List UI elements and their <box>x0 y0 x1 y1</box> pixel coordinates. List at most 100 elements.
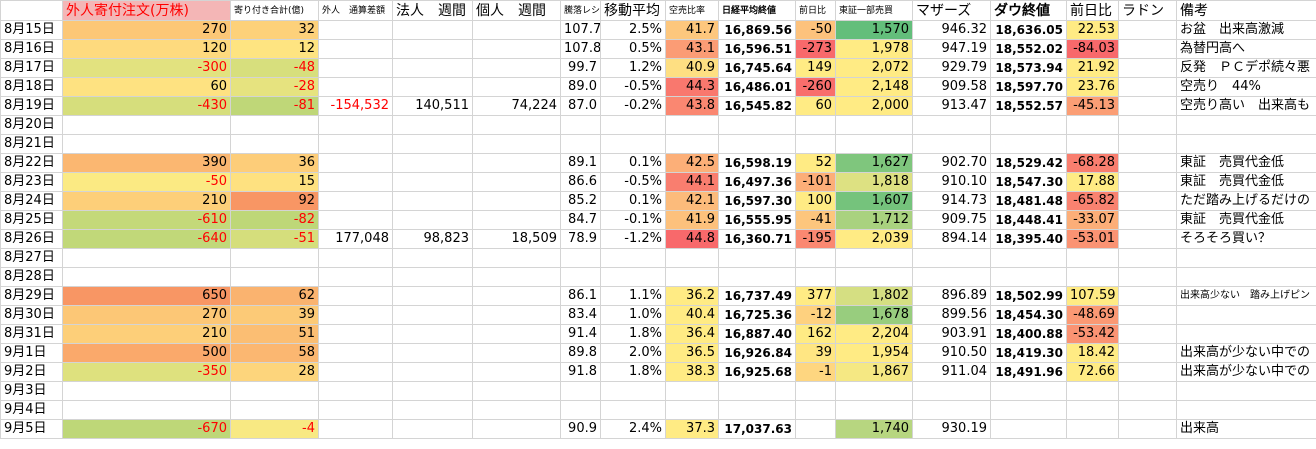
column-header: 法人 週間 <box>392 0 473 21</box>
cell <box>835 248 913 268</box>
cell: 18,552.57 <box>990 96 1067 116</box>
cell: 18,491.96 <box>990 362 1067 382</box>
cell: -154,532 <box>318 96 393 116</box>
cell: 44.8 <box>665 229 719 249</box>
cell: -28 <box>230 77 319 97</box>
cell <box>392 362 473 382</box>
cell <box>392 210 473 230</box>
data-row: 8月27日 <box>0 248 1316 268</box>
cell: -195 <box>795 229 836 249</box>
cell <box>318 362 393 382</box>
date-cell: 8月30日 <box>0 305 63 325</box>
cell: 39 <box>230 305 319 325</box>
cell: -350 <box>62 362 231 382</box>
cell <box>795 248 836 268</box>
cell <box>392 267 473 287</box>
cell: 91.4 <box>560 324 601 344</box>
cell <box>795 381 836 401</box>
cell: 41.9 <box>665 210 719 230</box>
cell: 84.7 <box>560 210 601 230</box>
cell <box>795 267 836 287</box>
cell <box>1118 96 1177 116</box>
cell: 78.9 <box>560 229 601 249</box>
cell: 2.5% <box>600 20 666 40</box>
cell: -670 <box>62 419 231 439</box>
date-cell: 8月26日 <box>0 229 63 249</box>
cell <box>600 267 666 287</box>
cell: 107.7 <box>560 20 601 40</box>
cell: 99.7 <box>560 58 601 78</box>
cell: -4 <box>230 419 319 439</box>
cell <box>1066 400 1119 420</box>
cell <box>1118 286 1177 306</box>
cell: 16,545.82 <box>718 96 796 116</box>
cell <box>62 381 231 401</box>
cell <box>1066 115 1119 135</box>
cell: -65.82 <box>1066 191 1119 211</box>
cell <box>62 248 231 268</box>
cell <box>62 400 231 420</box>
cell <box>560 134 601 154</box>
cell: 899.56 <box>912 305 991 325</box>
cell: -260 <box>795 77 836 97</box>
cell: 911.04 <box>912 362 991 382</box>
column-header: 騰落レシオ <box>560 0 601 21</box>
cell: 出来高 <box>1176 419 1316 439</box>
cell: -33.07 <box>1066 210 1119 230</box>
cell: 270 <box>62 305 231 325</box>
cell <box>62 267 231 287</box>
cell: 15 <box>230 172 319 192</box>
cell: -101 <box>795 172 836 192</box>
data-row: 8月29日 650 62 86.1 1.1% 36.2 16,737.49 377 1,802 8… <box>0 286 1316 306</box>
cell: 177,048 <box>318 229 393 249</box>
cell <box>318 153 393 173</box>
cell: 18,454.30 <box>990 305 1067 325</box>
cell: 16,926.84 <box>718 343 796 363</box>
cell: 1,954 <box>835 343 913 363</box>
date-cell: 8月29日 <box>0 286 63 306</box>
cell: 東証 売買代金低 <box>1176 172 1316 192</box>
cell: 18,573.94 <box>990 58 1067 78</box>
cell <box>912 400 991 420</box>
cell <box>318 305 393 325</box>
cell: -0.5% <box>600 172 666 192</box>
cell <box>1176 248 1316 268</box>
cell: 37.3 <box>665 419 719 439</box>
cell <box>392 248 473 268</box>
date-cell: 9月3日 <box>0 381 63 401</box>
cell <box>472 267 561 287</box>
column-header: 外人 通算差額 <box>318 0 393 21</box>
cell: 909.58 <box>912 77 991 97</box>
cell <box>718 134 796 154</box>
cell <box>912 248 991 268</box>
data-row: 8月22日 390 36 89.1 0.1% 42.5 16,598.19 52 1,627 90… <box>0 153 1316 173</box>
cell: 1.2% <box>600 58 666 78</box>
cell: 1,867 <box>835 362 913 382</box>
cell: 18,552.02 <box>990 39 1067 59</box>
cell: -610 <box>62 210 231 230</box>
cell <box>912 134 991 154</box>
cell: 270 <box>62 20 231 40</box>
cell: 16,597.30 <box>718 191 796 211</box>
data-row: 8月31日 210 51 91.4 1.8% 36.4 16,887.40 162 2,204 9… <box>0 324 1316 344</box>
cell <box>665 134 719 154</box>
cell: 87.0 <box>560 96 601 116</box>
cell <box>1118 229 1177 249</box>
cell: -430 <box>62 96 231 116</box>
cell <box>230 134 319 154</box>
cell <box>1118 39 1177 59</box>
cell: 51 <box>230 324 319 344</box>
cell <box>230 115 319 135</box>
cell <box>835 134 913 154</box>
date-cell: 8月24日 <box>0 191 63 211</box>
cell: 2,148 <box>835 77 913 97</box>
column-header <box>0 0 63 21</box>
cell: 36.5 <box>665 343 719 363</box>
date-cell: 9月4日 <box>0 400 63 420</box>
column-header: マザーズ <box>912 0 991 21</box>
cell: 18,597.70 <box>990 77 1067 97</box>
cell <box>560 115 601 135</box>
cell: 91.8 <box>560 362 601 382</box>
cell <box>795 419 836 439</box>
